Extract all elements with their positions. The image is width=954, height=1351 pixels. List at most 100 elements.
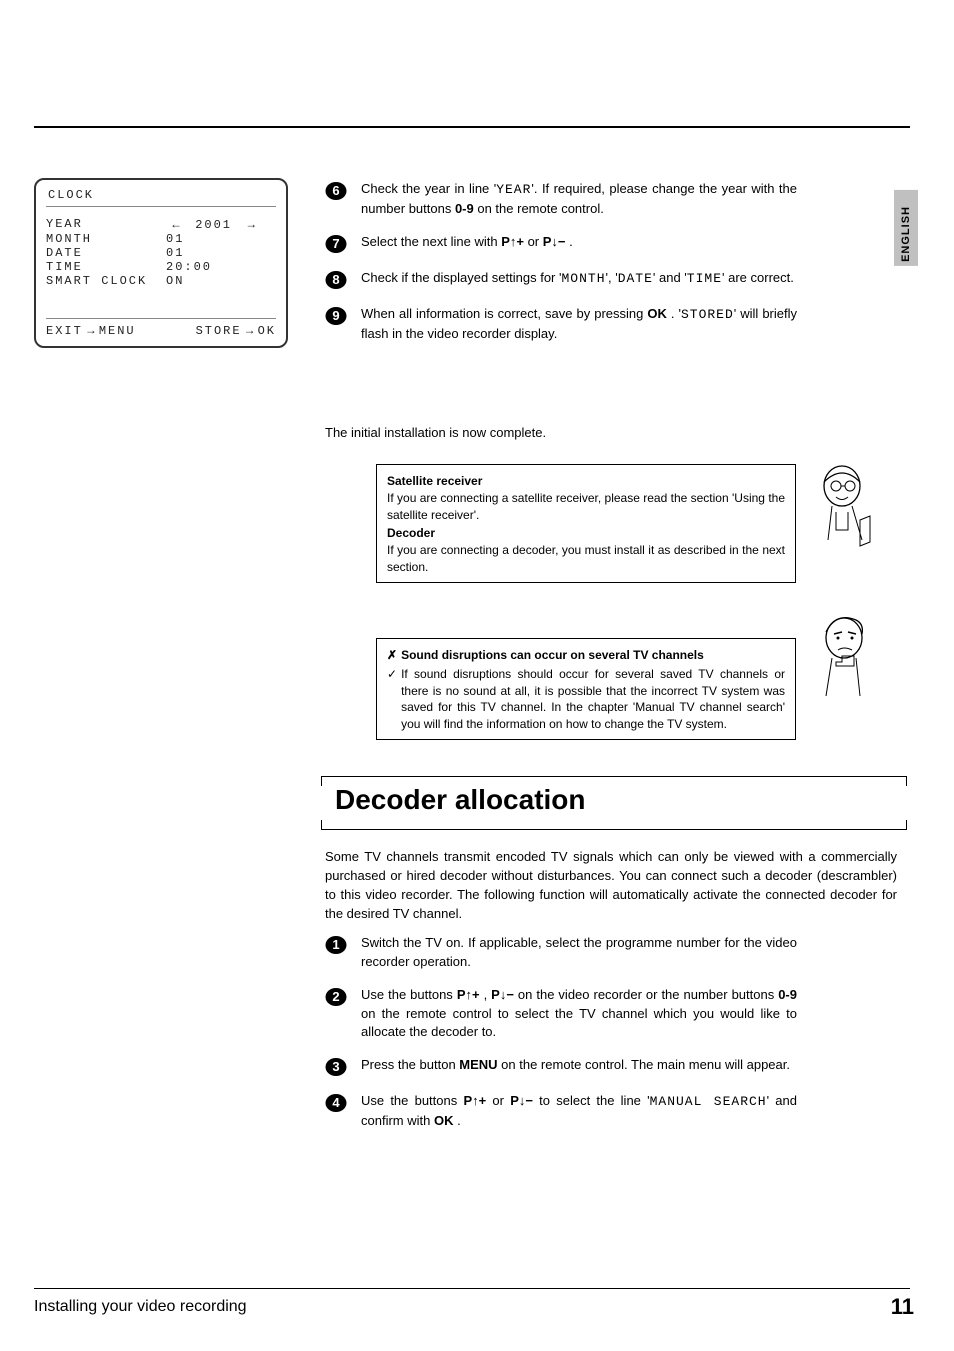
text: When all information is correct, save by…	[361, 306, 647, 321]
osd-footer: EXIT→MENU STORE→OK	[46, 318, 276, 338]
osd-term: TIME	[687, 271, 722, 286]
svg-text:6: 6	[332, 183, 339, 198]
step-text: Select the next line with P↑+ or P↓− .	[361, 233, 797, 252]
osd-row-label: YEAR	[46, 217, 166, 232]
trouble-heading: Sound disruptions can occur on several T…	[401, 647, 785, 664]
step-number-icon: 7	[325, 233, 361, 255]
osd-row: MONTH 01	[46, 232, 276, 246]
button-label: MENU	[459, 1057, 497, 1072]
osd-title: CLOCK	[46, 186, 276, 207]
text: ' and '	[653, 270, 687, 285]
svg-text:2: 2	[332, 989, 339, 1004]
install-complete: The initial installation is now complete…	[325, 424, 897, 443]
osd-row-value: 01	[166, 246, 184, 260]
step-number-icon: 4	[325, 1092, 361, 1114]
step-text: Check the year in line 'YEAR'. If requir…	[361, 180, 797, 219]
text: Switch the TV on. If applicable, select …	[361, 935, 797, 969]
footer-chapter: Installing your video recording	[34, 1298, 247, 1316]
osd-row: YEAR← 2001 →	[46, 217, 276, 232]
text: ', '	[606, 270, 618, 285]
step-text: When all information is correct, save by…	[361, 305, 797, 344]
step: 2 Use the buttons P↑+ , P↓− on the video …	[325, 986, 797, 1043]
svg-text:7: 7	[332, 236, 339, 251]
note-body-decoder: If you are connecting a decoder, you mus…	[387, 542, 785, 576]
section-title: Decoder allocation	[321, 776, 907, 830]
text: to select the line '	[533, 1093, 650, 1108]
step-text: Use the buttons P↑+ , P↓− on the video r…	[361, 986, 797, 1043]
footer-rule	[34, 1288, 910, 1289]
svg-text:9: 9	[332, 308, 339, 323]
text: Press the button	[361, 1057, 459, 1072]
step: 8Check if the displayed settings for 'MO…	[325, 269, 797, 291]
button-label: 0-9	[778, 987, 797, 1002]
step-text: Press the button MENU on the remote cont…	[361, 1056, 797, 1075]
clock-osd: CLOCK YEAR← 2001 →MONTH 01 DATE 01 TIME …	[34, 178, 288, 348]
osd-exit-label: EXIT	[46, 324, 83, 338]
osd-exit-key: MENU	[99, 324, 136, 338]
text: on the video recorder or the number butt…	[514, 987, 778, 1002]
arrow-left-icon: ←	[166, 217, 186, 231]
step-number-icon: 2	[325, 986, 361, 1008]
tip-illustration-icon	[812, 460, 874, 556]
osd-store-label: STORE	[196, 324, 242, 338]
osd-row-value: ← 2001 →	[166, 217, 261, 232]
program-key: P↓−	[491, 987, 514, 1002]
osd-row-value: 20:00	[166, 260, 212, 274]
step-number-icon: 9	[325, 305, 361, 327]
program-key: P↑+	[501, 234, 524, 249]
note-satellite-decoder: Satellite receiver If you are connecting…	[376, 464, 796, 583]
text: Use the buttons	[361, 987, 457, 1002]
step-number-icon: 8	[325, 269, 361, 291]
step-number-icon: 3	[325, 1056, 361, 1078]
step-text: Check if the displayed settings for 'MON…	[361, 269, 797, 289]
decoder-intro: Some TV channels transmit encoded TV sig…	[325, 848, 897, 923]
osd-row-value: 01	[166, 232, 184, 246]
program-key: P↑+	[463, 1093, 486, 1108]
text: Check the year in line '	[361, 181, 496, 196]
step-text: Use the buttons P↑+ or P↓− to select the…	[361, 1092, 797, 1131]
text: ,	[480, 987, 492, 1002]
trouble-body: If sound disruptions should occur for se…	[401, 666, 785, 733]
text: . '	[667, 306, 681, 321]
arrow-right-icon: →	[241, 217, 261, 231]
section-title-text: Decoder allocation	[335, 784, 586, 816]
osd-row: SMART CLOCK ON	[46, 274, 276, 288]
text: Select the next line with	[361, 234, 501, 249]
osd-row-label: DATE	[46, 246, 166, 260]
osd-term: MANUAL SEARCH	[650, 1094, 767, 1109]
step-number-icon: 1	[325, 934, 361, 956]
step: 1 Switch the TV on. If applicable, select…	[325, 934, 797, 972]
text: or	[486, 1093, 510, 1108]
text: on the remote control to select the TV c…	[361, 1006, 797, 1040]
text: ' are correct.	[722, 270, 794, 285]
osd-term: YEAR	[496, 182, 531, 197]
text: or	[524, 234, 543, 249]
svg-text:1: 1	[332, 937, 339, 952]
steps-bottom: 1 Switch the TV on. If applicable, select…	[325, 934, 797, 1145]
page-top-rule	[34, 126, 910, 128]
osd-row-label: SMART CLOCK	[46, 274, 166, 288]
program-key: P↓−	[510, 1093, 533, 1108]
arrow-right-icon: →	[242, 323, 258, 337]
text: on the remote control. The main menu wil…	[498, 1057, 790, 1072]
step-text: Switch the TV on. If applicable, select …	[361, 934, 797, 972]
check-icon: ✓	[387, 666, 401, 683]
text: Use the buttons	[361, 1093, 463, 1108]
page-number: 11	[891, 1294, 914, 1320]
button-label: OK	[647, 306, 667, 321]
note-body-satellite: If you are connecting a satellite receiv…	[387, 490, 785, 524]
osd-store-key: OK	[258, 324, 276, 338]
steps-top: 6 Check the year in line 'YEAR'. If requi…	[325, 180, 797, 357]
svg-text:3: 3	[332, 1059, 339, 1074]
step: 3 Press the button MENU on the remote con…	[325, 1056, 797, 1078]
osd-row-label: MONTH	[46, 232, 166, 246]
osd-row: DATE 01	[46, 246, 276, 260]
problem-illustration-icon	[812, 610, 874, 706]
text: .	[453, 1113, 460, 1128]
osd-row: TIME 20:00	[46, 260, 276, 274]
text: Check if the displayed settings for '	[361, 270, 561, 285]
step: 6 Check the year in line 'YEAR'. If requi…	[325, 180, 797, 219]
note-title-satellite: Satellite receiver	[387, 473, 785, 490]
step: 4Use the buttons P↑+ or P↓− to select th…	[325, 1092, 797, 1131]
step: 7 Select the next line with P↑+ or P↓− .	[325, 233, 797, 255]
